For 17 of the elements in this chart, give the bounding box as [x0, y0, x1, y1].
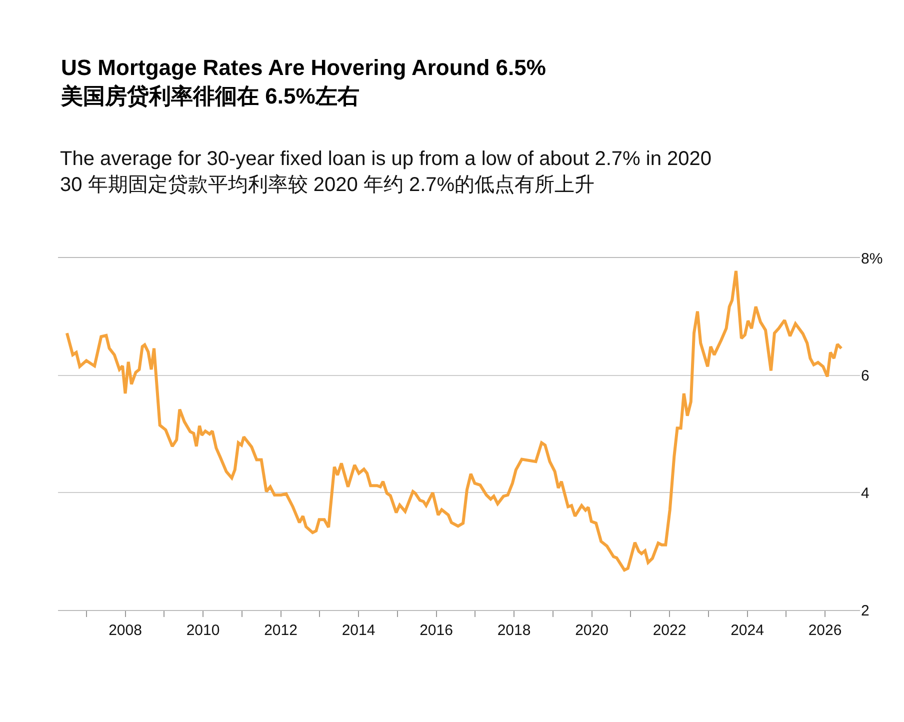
- line-series: [65, 269, 843, 572]
- x-tick-label: 2018: [497, 622, 531, 639]
- y-tick-label: 2: [861, 602, 870, 620]
- x-tick-label: 2012: [264, 622, 298, 639]
- x-tick-label: 2010: [186, 622, 220, 639]
- x-tick-label: 2022: [652, 622, 686, 639]
- x-tick-label: 2024: [730, 622, 764, 639]
- x-tick-label: 2008: [108, 622, 142, 639]
- y-tick-label: 8%: [861, 250, 883, 268]
- x-tick-label: 2014: [342, 622, 376, 639]
- y-tick-label: 6: [861, 368, 870, 385]
- y-tick-label: 4: [861, 484, 870, 502]
- chart-title: US Mortgage Rates Are Hovering Around 6.5% 美国房贷利率徘徊在 6.5%左右: [60, 55, 546, 109]
- x-tick-label: 2020: [575, 622, 608, 639]
- x-tick-label: 2016: [420, 622, 453, 639]
- x-tick-label: 2026: [808, 622, 842, 639]
- chart-subtitle: The average for 30-year fixed loan is up from a low of about 2.7% in 2020 30 年期固定贷款平均利率较 2020 年约 2.7%的低点有所上升: [60, 148, 712, 196]
